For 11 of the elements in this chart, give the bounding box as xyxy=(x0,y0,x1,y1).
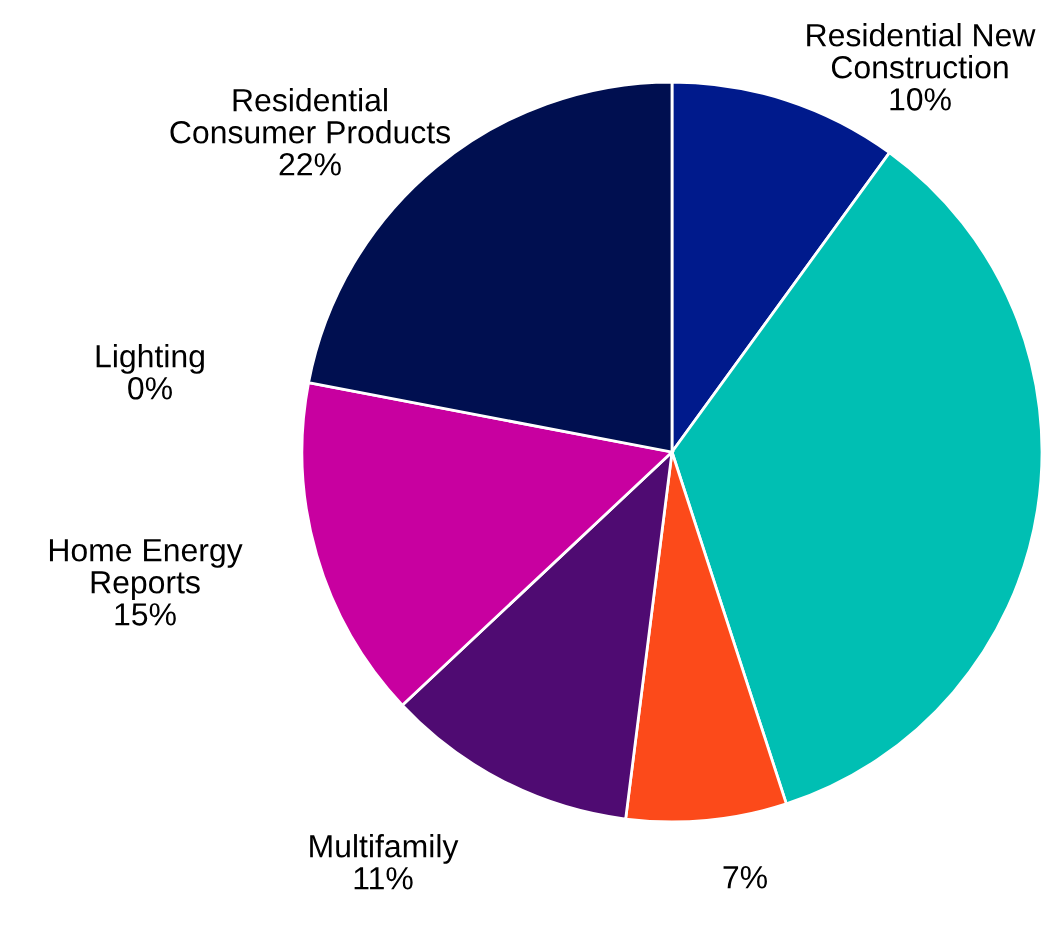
data-label: 10% xyxy=(890,88,951,111)
slice-label: Residential Consumer Products xyxy=(170,88,450,144)
data-label: 7% xyxy=(723,866,767,889)
category-label: Lighting xyxy=(96,344,204,374)
slice-label: Multifamily xyxy=(310,834,459,864)
data-label: 22% xyxy=(279,153,341,176)
slice-label: Residential New Construction xyxy=(807,23,1036,79)
slice-label: Home Energy Reports xyxy=(49,539,243,600)
data-label: 11% xyxy=(354,867,413,890)
text: 0% xyxy=(128,377,172,400)
data-label: 15% xyxy=(115,603,176,626)
